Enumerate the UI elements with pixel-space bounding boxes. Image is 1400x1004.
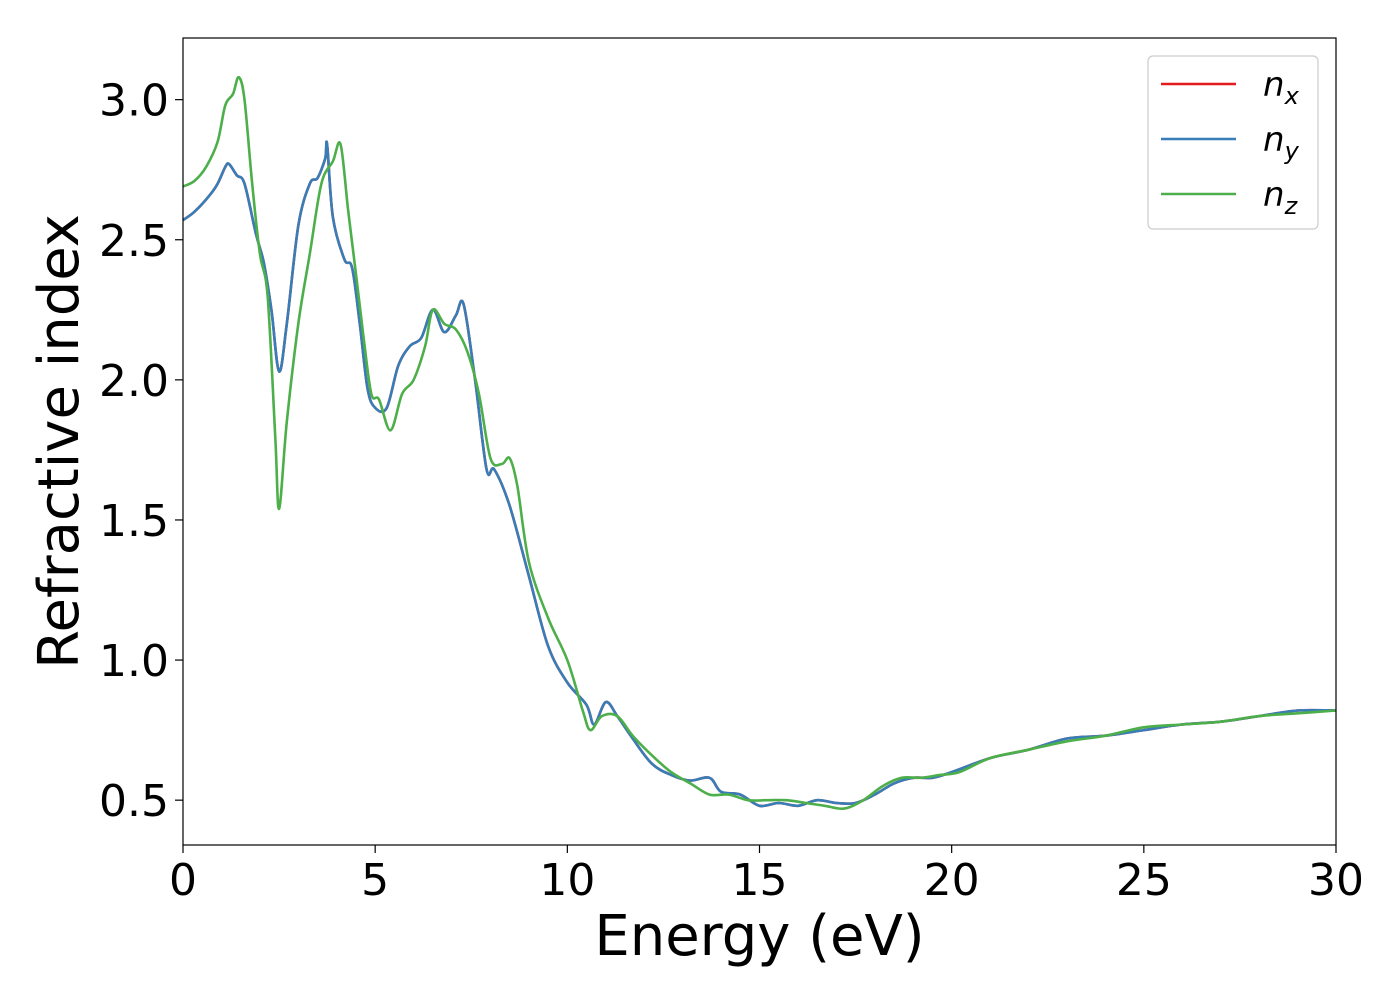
- y-tick-label: 2.0: [99, 356, 169, 407]
- y-tick-label: 1.5: [99, 496, 169, 547]
- legend-box: [1147, 55, 1319, 230]
- y-tick-label: 0.5: [99, 776, 169, 827]
- tick-layer: 0 5 10 15 20 25 30 0.5 1.0 1.5 2.0 2.5 3.0: [99, 76, 1364, 906]
- x-tick-label: 0: [169, 855, 197, 906]
- series-line-n-y: [182, 140, 1337, 808]
- series-line-n-z: [182, 75, 1337, 811]
- x-tick-label: 30: [1308, 855, 1364, 906]
- legend: nx ny nz: [1147, 55, 1319, 230]
- x-tick-label: 25: [1116, 855, 1172, 906]
- x-axis-label: Energy (eV): [594, 904, 924, 969]
- series-line-n-x: [182, 140, 1337, 808]
- x-tick-label: 5: [361, 855, 389, 906]
- legend-label-n-z: nz: [1263, 175, 1299, 220]
- y-tick-label: 3.0: [99, 76, 169, 127]
- x-tick-label: 15: [732, 855, 788, 906]
- series-layer: [182, 75, 1337, 811]
- y-tick-label: 2.5: [99, 216, 169, 267]
- legend-label-n-x: nx: [1263, 65, 1300, 110]
- legend-entries: nx ny nz: [1161, 65, 1300, 220]
- y-axis-label: Refractive index: [27, 214, 92, 669]
- x-tick-label: 10: [539, 855, 595, 906]
- y-tick-label: 1.0: [99, 636, 169, 687]
- x-tick-label: 20: [924, 855, 980, 906]
- legend-label-n-y: ny: [1263, 120, 1300, 165]
